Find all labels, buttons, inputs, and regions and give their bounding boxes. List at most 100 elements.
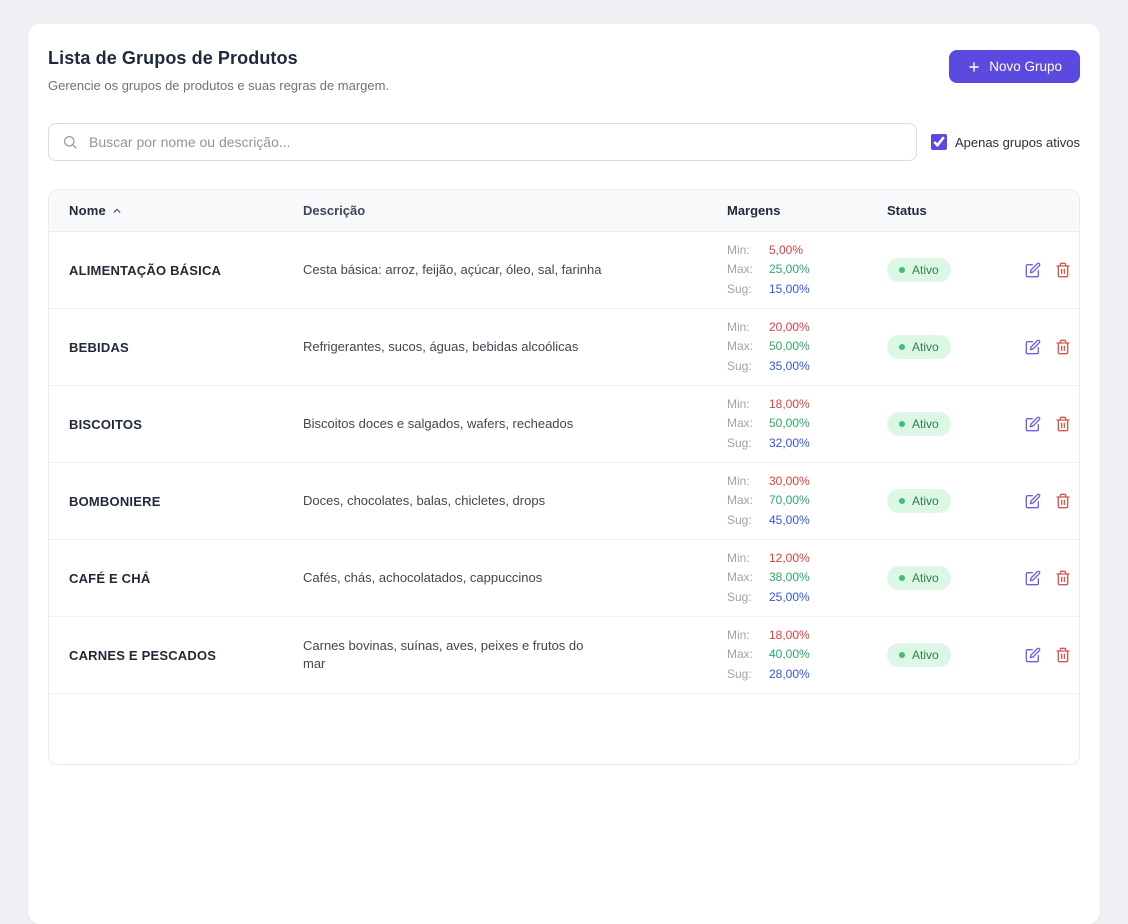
group-description: Refrigerantes, sucos, águas, bebidas alc…: [303, 338, 727, 356]
margin-max-row: Max: 50,00%: [727, 414, 887, 434]
margin-max-value: 40,00%: [769, 647, 810, 662]
trash-icon: [1056, 647, 1070, 663]
group-description-text: Carnes bovinas, suínas, aves, peixes e f…: [303, 637, 584, 671]
group-status-cell: Ativo: [887, 258, 1023, 282]
edit-button[interactable]: [1023, 645, 1043, 665]
status-dot-icon: [899, 421, 905, 427]
margin-min-label: Min:: [727, 319, 750, 334]
margin-sug-label: Sug:: [727, 589, 752, 604]
margin-max-row: Max: 38,00%: [727, 568, 887, 588]
margin-sug-value: 28,00%: [769, 666, 810, 681]
trash-icon: [1056, 339, 1070, 355]
group-status-cell: Ativo: [887, 489, 1023, 513]
group-name: ALIMENTAÇÃO BÁSICA: [69, 262, 222, 278]
delete-button[interactable]: [1053, 414, 1073, 434]
card-header: Lista de Grupos de Produtos Gerencie os …: [48, 44, 1080, 93]
status-label: Ativo: [912, 417, 939, 431]
delete-button[interactable]: [1053, 491, 1073, 511]
margin-sug-label: Sug:: [727, 512, 752, 527]
status-badge: Ativo: [887, 335, 951, 359]
margin-max-label: Max:: [727, 647, 754, 662]
group-margins: Min: 30,00% Max: 70,00% Sug: 45,00%: [727, 472, 887, 531]
table-row: BOMBONIERE Doces, chocolates, balas, chi…: [49, 463, 1079, 540]
margin-sug-value: 45,00%: [769, 512, 810, 527]
plus-icon: [969, 61, 979, 72]
group-name: BEBIDAS: [69, 339, 129, 355]
search-input[interactable]: [48, 123, 917, 161]
row-actions: [1023, 337, 1079, 357]
group-name: BISCOITOS: [69, 416, 143, 432]
margin-sug-label: Sug:: [727, 666, 752, 681]
margin-sug-value: 35,00%: [769, 358, 810, 373]
status-dot-icon: [899, 575, 905, 581]
delete-button[interactable]: [1053, 260, 1073, 280]
margin-min-value: 18,00%: [769, 627, 810, 642]
group-description: Biscoitos doces e salgados, wafers, rech…: [303, 415, 727, 433]
active-filter[interactable]: Apenas grupos ativos: [930, 134, 1080, 150]
margin-min-value: 12,00%: [769, 550, 810, 565]
trash-icon: [1056, 262, 1070, 278]
header-description: Descrição: [303, 203, 366, 218]
table-row: BISCOITOS Biscoitos doces e salgados, wa…: [49, 386, 1079, 463]
margin-min-label: Min:: [727, 627, 750, 642]
edit-pencil-icon: [1025, 262, 1041, 278]
group-description-text: Refrigerantes, sucos, águas, bebidas alc…: [303, 338, 579, 354]
active-filter-label: Apenas grupos ativos: [954, 134, 1080, 150]
header-name[interactable]: Nome: [49, 203, 303, 218]
new-group-button-label: Novo Grupo: [989, 59, 1062, 74]
next-row-partial: [49, 694, 1079, 764]
group-description-text: Doces, chocolates, balas, chicletes, dro…: [303, 492, 546, 508]
status-label: Ativo: [912, 263, 939, 277]
edit-button[interactable]: [1023, 491, 1043, 511]
edit-pencil-icon: [1025, 339, 1041, 355]
group-description-text: Cafés, chás, achocolatados, cappuccinos: [303, 569, 543, 585]
margin-max-label: Max:: [727, 339, 754, 354]
filter-row: Apenas grupos ativos: [48, 123, 1080, 161]
delete-button[interactable]: [1053, 568, 1073, 588]
table-header: Nome Descrição Margens Status: [49, 190, 1079, 232]
margin-sug-value: 25,00%: [769, 589, 810, 604]
edit-pencil-icon: [1025, 493, 1041, 509]
new-group-button[interactable]: Novo Grupo: [949, 50, 1080, 83]
margin-min-label: Min:: [727, 396, 750, 411]
status-label: Ativo: [912, 494, 939, 508]
margin-sug-label: Sug:: [727, 435, 752, 450]
delete-button[interactable]: [1053, 337, 1073, 357]
margin-max-value: 25,00%: [769, 262, 810, 277]
edit-button[interactable]: [1023, 260, 1043, 280]
margin-min-row: Min: 5,00%: [727, 241, 887, 261]
product-groups-table: Nome Descrição Margens Status ALIMENTAÇÃ…: [48, 189, 1080, 765]
group-description: Cafés, chás, achocolatados, cappuccinos: [303, 569, 727, 587]
status-badge: Ativo: [887, 258, 951, 282]
table-row: BEBIDAS Refrigerantes, sucos, águas, beb…: [49, 309, 1079, 386]
margin-min-row: Min: 30,00%: [727, 472, 887, 492]
margin-max-value: 50,00%: [769, 339, 810, 354]
margin-sug-row: Sug: 32,00%: [727, 434, 887, 454]
status-label: Ativo: [912, 648, 939, 662]
margin-sug-label: Sug:: [727, 281, 752, 296]
edit-button[interactable]: [1023, 414, 1043, 434]
group-margins: Min: 18,00% Max: 50,00% Sug: 32,00%: [727, 395, 887, 454]
status-dot-icon: [899, 344, 905, 350]
group-margins: Min: 20,00% Max: 50,00% Sug: 35,00%: [727, 318, 887, 377]
active-filter-checkbox[interactable]: [930, 134, 947, 150]
table-row: CARNES E PESCADOS Carnes bovinas, suínas…: [49, 617, 1079, 694]
edit-button[interactable]: [1023, 568, 1043, 588]
edit-button[interactable]: [1023, 337, 1043, 357]
delete-button[interactable]: [1053, 645, 1073, 665]
margin-sug-value: 32,00%: [769, 435, 810, 450]
margin-min-value: 5,00%: [769, 242, 804, 257]
header-margins: Margens: [727, 203, 781, 218]
status-dot-icon: [899, 652, 905, 658]
group-margins: Min: 12,00% Max: 38,00% Sug: 25,00%: [727, 549, 887, 608]
header-name-label: Nome: [69, 203, 106, 218]
margin-min-row: Min: 12,00%: [727, 549, 887, 569]
margin-max-label: Max:: [727, 570, 754, 585]
group-description-text: Biscoitos doces e salgados, wafers, rech…: [303, 415, 574, 431]
margin-max-row: Max: 40,00%: [727, 645, 887, 665]
table-row: CAFÉ E CHÁ Cafés, chás, achocolatados, c…: [49, 540, 1079, 617]
margin-max-value: 38,00%: [769, 570, 810, 585]
group-name: CAFÉ E CHÁ: [69, 570, 151, 586]
group-description: Cesta básica: arroz, feijão, açúcar, óle…: [303, 261, 727, 279]
group-name: CARNES E PESCADOS: [69, 647, 217, 663]
